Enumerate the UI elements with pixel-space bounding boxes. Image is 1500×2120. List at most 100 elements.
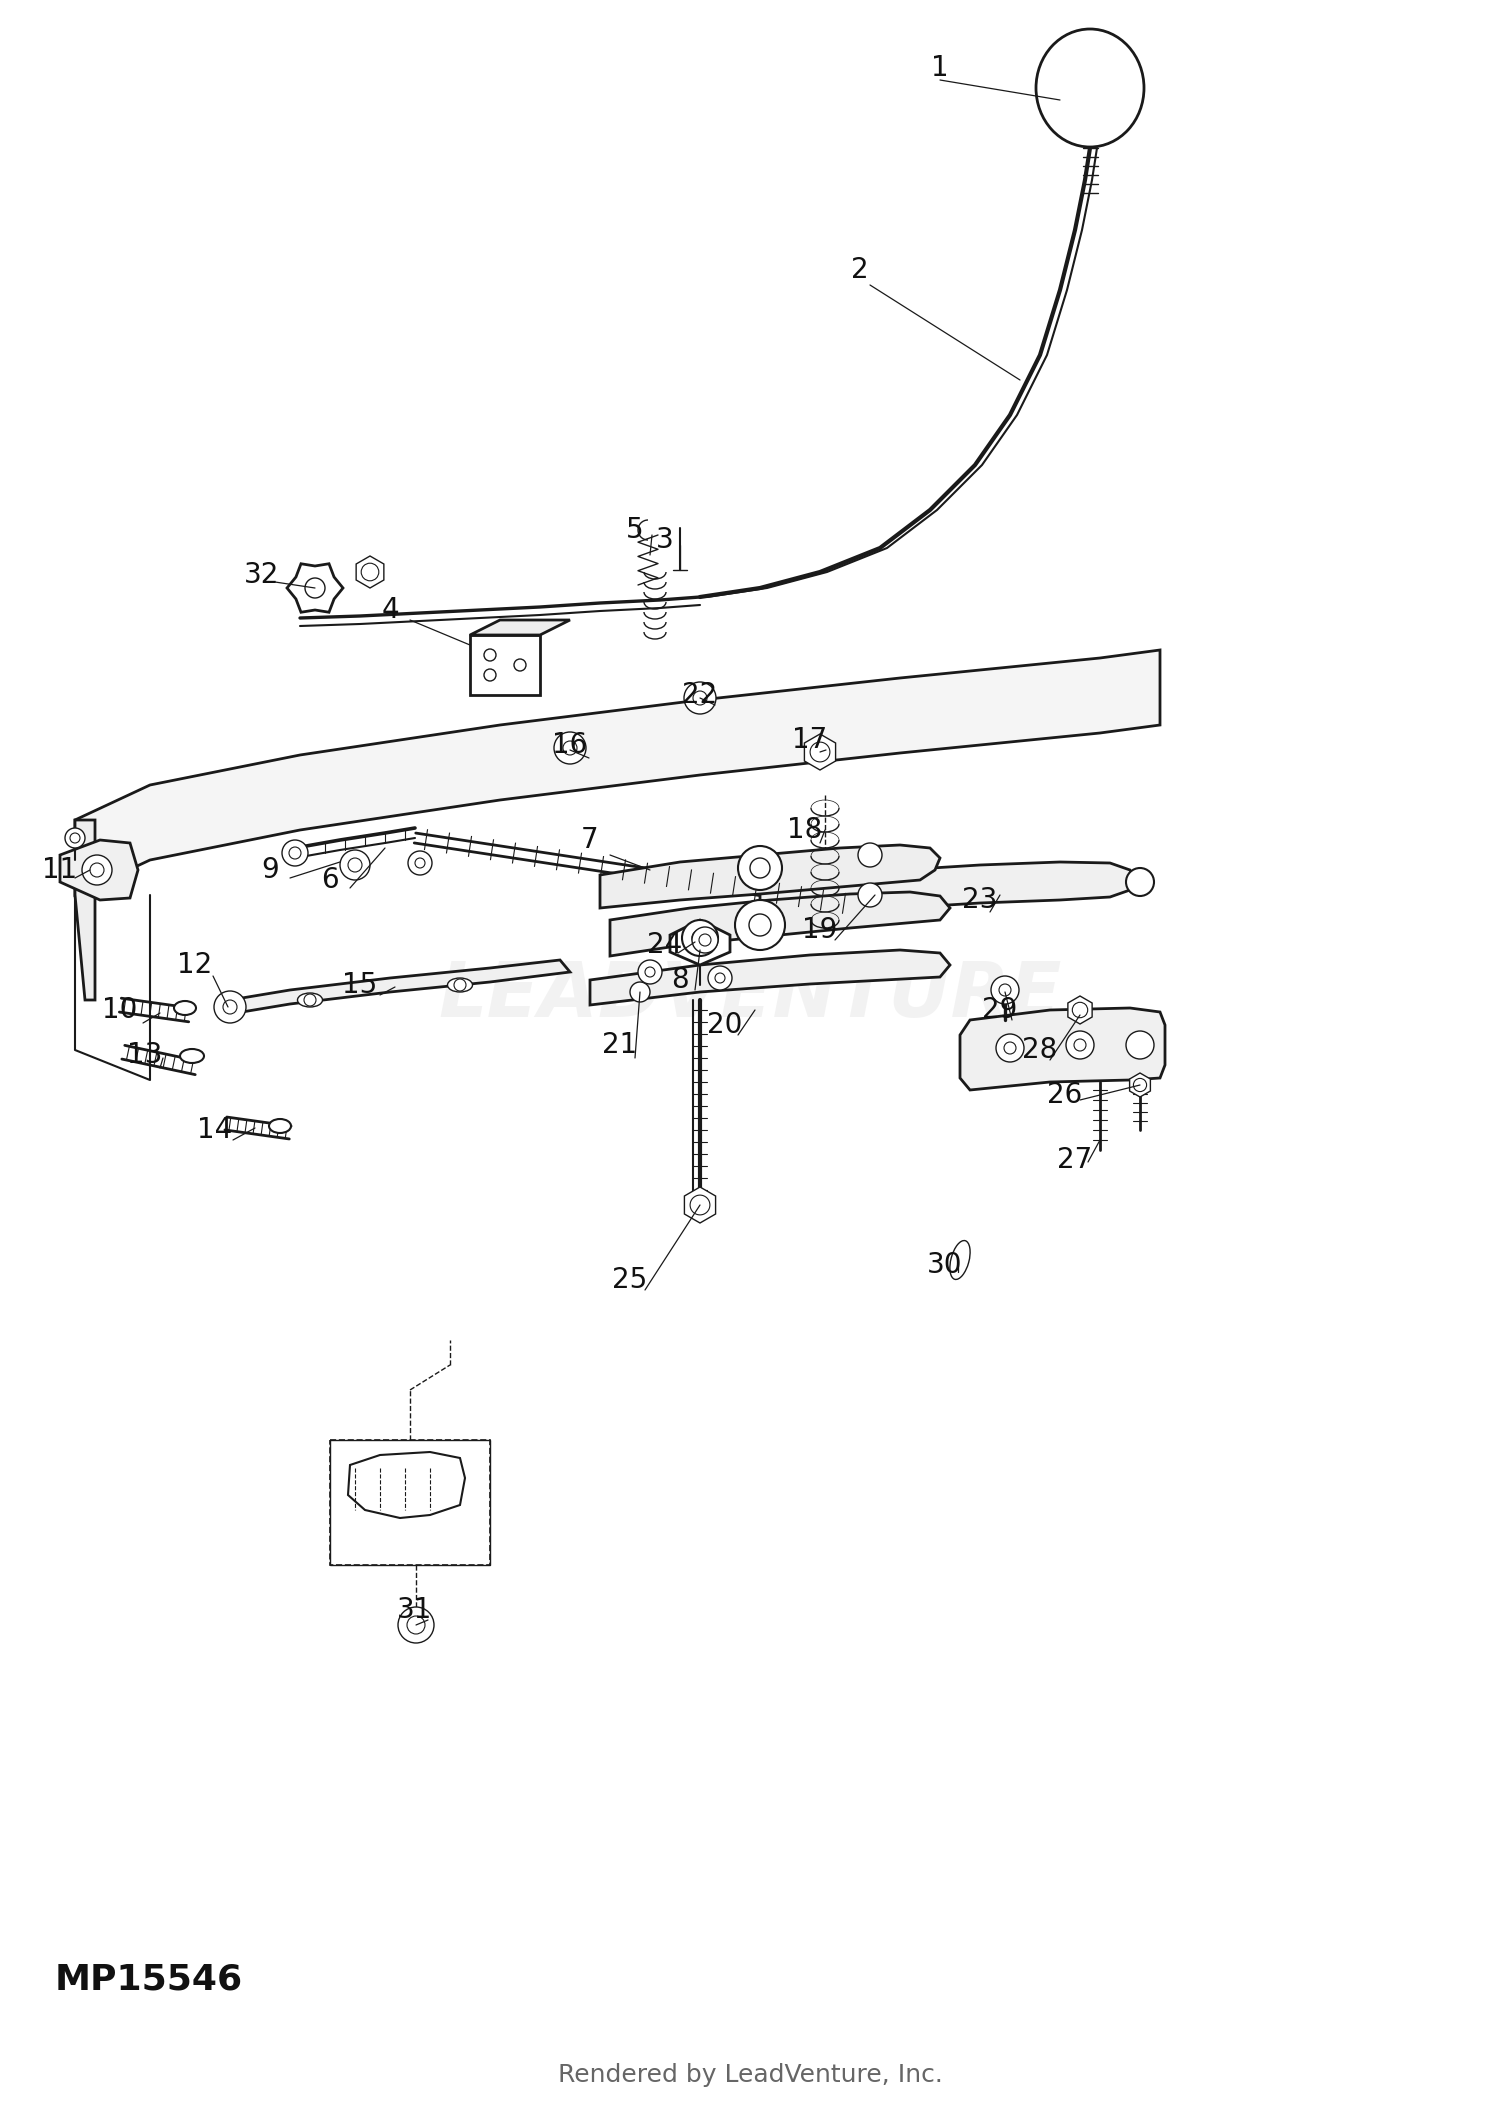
Circle shape xyxy=(416,859,424,867)
Text: 5: 5 xyxy=(626,515,644,545)
Text: 26: 26 xyxy=(1047,1081,1083,1109)
Polygon shape xyxy=(684,1187,716,1223)
Ellipse shape xyxy=(447,977,472,992)
Polygon shape xyxy=(348,1452,465,1518)
Circle shape xyxy=(1074,1039,1086,1052)
Text: Rendered by LeadVenture, Inc.: Rendered by LeadVenture, Inc. xyxy=(558,2063,942,2086)
Text: 16: 16 xyxy=(552,731,588,759)
Text: 18: 18 xyxy=(788,816,822,844)
Circle shape xyxy=(684,683,716,714)
Circle shape xyxy=(999,984,1011,996)
Circle shape xyxy=(735,901,784,950)
Circle shape xyxy=(1126,867,1154,897)
Circle shape xyxy=(282,840,308,865)
Circle shape xyxy=(562,742,578,755)
Polygon shape xyxy=(330,1439,490,1565)
Circle shape xyxy=(82,854,112,884)
Circle shape xyxy=(690,1196,709,1215)
Circle shape xyxy=(1066,1030,1094,1060)
Circle shape xyxy=(750,859,770,878)
Text: 1: 1 xyxy=(932,53,950,83)
Ellipse shape xyxy=(268,1119,291,1132)
Polygon shape xyxy=(470,619,570,636)
Circle shape xyxy=(645,967,656,977)
Circle shape xyxy=(693,691,706,706)
Polygon shape xyxy=(960,1007,1166,1090)
Polygon shape xyxy=(470,636,540,695)
Circle shape xyxy=(514,659,526,672)
Circle shape xyxy=(638,960,662,984)
Circle shape xyxy=(1134,1079,1146,1092)
Circle shape xyxy=(992,975,1018,1005)
Circle shape xyxy=(692,926,718,954)
Circle shape xyxy=(90,863,104,878)
Polygon shape xyxy=(60,840,138,901)
Circle shape xyxy=(692,931,708,946)
Text: 10: 10 xyxy=(102,996,138,1024)
Circle shape xyxy=(1072,1003,1088,1018)
Circle shape xyxy=(1004,1043,1016,1054)
Text: MP15546: MP15546 xyxy=(56,1963,243,1997)
Polygon shape xyxy=(75,820,94,1001)
Text: 31: 31 xyxy=(398,1596,432,1624)
Ellipse shape xyxy=(950,1240,970,1280)
Polygon shape xyxy=(590,950,950,1005)
Circle shape xyxy=(748,914,771,937)
Ellipse shape xyxy=(180,1049,204,1062)
Circle shape xyxy=(810,742,830,761)
Ellipse shape xyxy=(297,992,322,1007)
Circle shape xyxy=(716,973,724,984)
Circle shape xyxy=(290,848,302,859)
Text: 13: 13 xyxy=(128,1041,162,1068)
Circle shape xyxy=(406,1615,424,1635)
Circle shape xyxy=(362,564,380,581)
Circle shape xyxy=(699,935,711,946)
Polygon shape xyxy=(356,555,384,587)
Text: 27: 27 xyxy=(1058,1147,1092,1174)
Circle shape xyxy=(1126,1030,1154,1060)
Polygon shape xyxy=(600,846,940,907)
Circle shape xyxy=(304,994,316,1007)
Text: 6: 6 xyxy=(321,865,339,895)
Polygon shape xyxy=(1068,996,1092,1024)
Text: 29: 29 xyxy=(982,996,1017,1024)
Ellipse shape xyxy=(174,1001,196,1015)
Circle shape xyxy=(340,850,370,880)
Polygon shape xyxy=(804,734,836,770)
Text: 30: 30 xyxy=(927,1251,963,1278)
Circle shape xyxy=(554,731,586,763)
Circle shape xyxy=(682,920,718,956)
Polygon shape xyxy=(230,960,570,1013)
Circle shape xyxy=(630,982,650,1003)
Text: 14: 14 xyxy=(198,1115,232,1145)
Text: 17: 17 xyxy=(792,725,828,755)
Polygon shape xyxy=(75,651,1160,895)
Circle shape xyxy=(738,846,782,890)
Text: 3: 3 xyxy=(656,526,674,553)
Ellipse shape xyxy=(1036,30,1144,146)
Circle shape xyxy=(64,829,86,848)
Text: 25: 25 xyxy=(612,1266,648,1293)
Text: 22: 22 xyxy=(682,681,717,708)
Text: 12: 12 xyxy=(177,952,213,979)
Circle shape xyxy=(214,990,246,1024)
Text: 32: 32 xyxy=(244,562,279,589)
Polygon shape xyxy=(670,920,730,965)
Circle shape xyxy=(224,1001,237,1013)
Circle shape xyxy=(70,833,80,844)
Circle shape xyxy=(858,884,882,907)
Circle shape xyxy=(408,850,432,876)
Text: 19: 19 xyxy=(802,916,837,943)
Circle shape xyxy=(398,1607,433,1643)
Text: 11: 11 xyxy=(42,856,78,884)
Circle shape xyxy=(484,649,496,661)
Circle shape xyxy=(996,1035,1024,1062)
Text: 28: 28 xyxy=(1023,1037,1058,1064)
Text: LEADVENTURE: LEADVENTURE xyxy=(438,960,1062,1032)
Circle shape xyxy=(348,859,361,871)
Text: 8: 8 xyxy=(670,967,688,994)
Text: 4: 4 xyxy=(381,596,399,623)
Circle shape xyxy=(708,967,732,990)
Circle shape xyxy=(484,670,496,681)
Text: 7: 7 xyxy=(580,827,598,854)
